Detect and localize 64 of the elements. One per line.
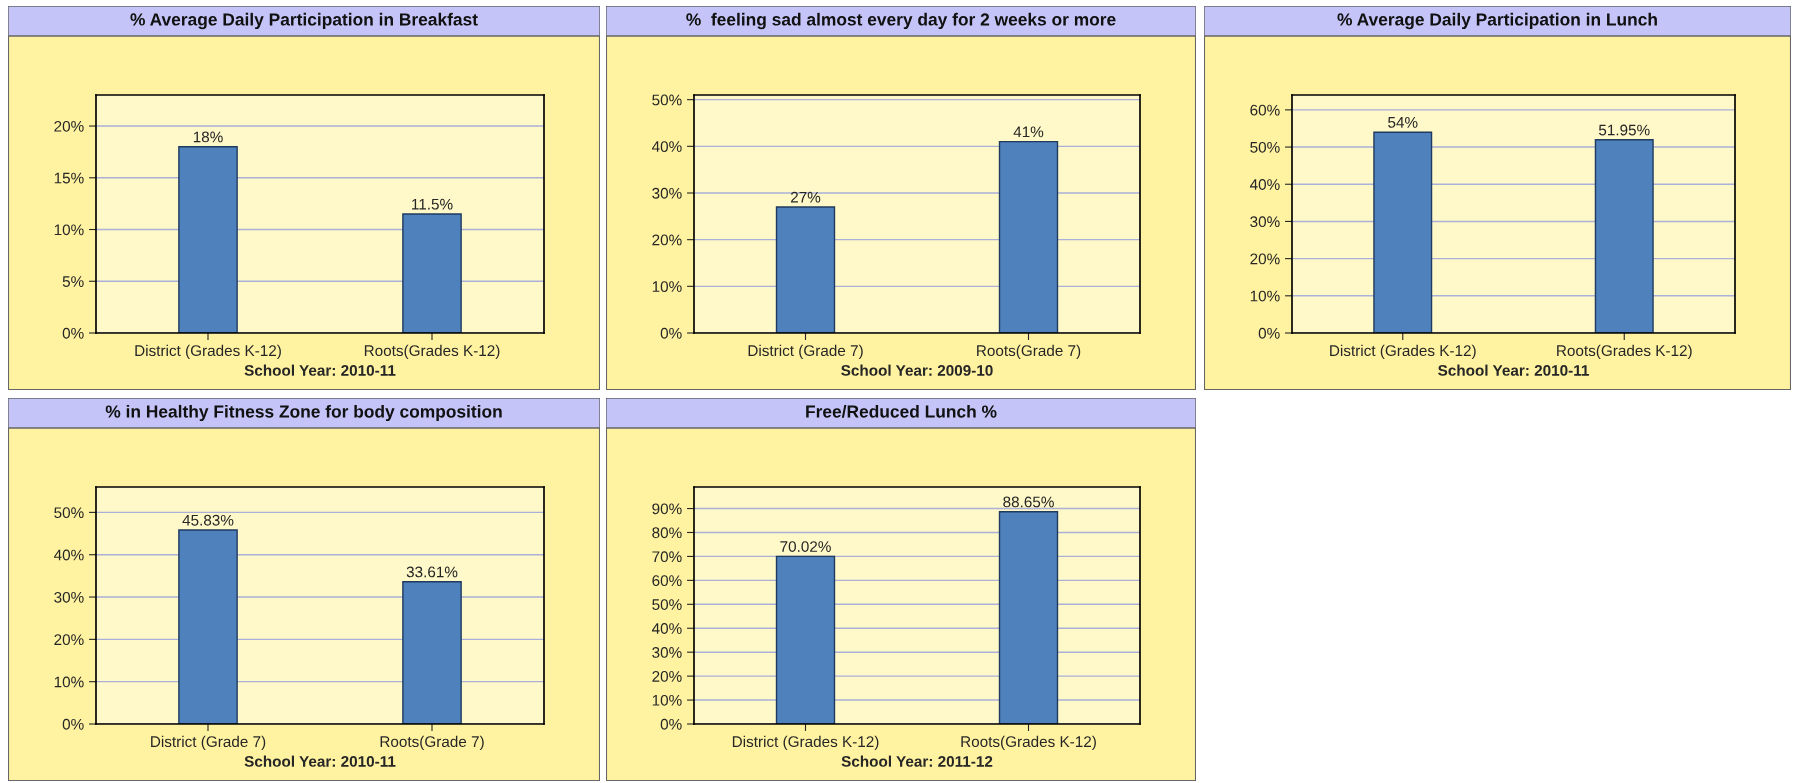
y-tick-label: 50% xyxy=(652,599,682,610)
chart-title: % Average Daily Participation in Breakfast xyxy=(130,12,478,30)
y-tick-label: 40% xyxy=(651,141,682,153)
y-tick-label: 0% xyxy=(62,718,84,730)
y-tick-label: 20% xyxy=(54,634,84,646)
y-tick-label: 30% xyxy=(54,591,84,603)
data-label: 27% xyxy=(790,191,821,203)
y-tick-label: 70% xyxy=(652,551,682,563)
x-tick-label: Roots(Grades K-12) xyxy=(1557,344,1692,360)
x-tick-label: District (Grades K-12) xyxy=(732,735,879,751)
data-label: 11.5% xyxy=(412,198,453,210)
y-tick-label: 30% xyxy=(652,187,682,199)
x-tick-label: District (Grade 7) xyxy=(151,735,266,751)
x-axis-title: School Year: 2010-11 xyxy=(244,755,396,767)
data-label: 18% xyxy=(193,131,223,143)
y-tick-label: 20% xyxy=(652,670,682,682)
data-label: 54% xyxy=(1388,117,1418,128)
x-tick-label: Roots(Grade 7) xyxy=(977,344,1081,360)
y-tick-label: 10% xyxy=(652,281,682,293)
y-tick-label: 10% xyxy=(54,224,84,236)
x-tick-label: Roots(Grades K-12) xyxy=(364,344,500,360)
data-label: 41% xyxy=(1013,126,1044,138)
y-tick-label: 30% xyxy=(1250,216,1280,228)
y-tick-label: 30% xyxy=(652,647,682,658)
x-axis-title: School Year: 2010-11 xyxy=(1438,364,1589,376)
y-tick-label: 50% xyxy=(1250,141,1280,153)
y-tick-label: 60% xyxy=(652,575,682,587)
data-label: 51.95% xyxy=(1598,124,1650,136)
y-tick-label: 0% xyxy=(660,718,682,730)
y-tick-label: 10% xyxy=(1250,290,1280,302)
y-tick-label: 50% xyxy=(652,94,682,106)
y-tick-label: 20% xyxy=(652,234,682,246)
y-tick-label: 10% xyxy=(652,694,682,706)
y-tick-label: 10% xyxy=(54,676,84,688)
y-tick-label: 0% xyxy=(62,327,84,339)
y-tick-label: 15% xyxy=(54,172,84,184)
y-tick-label: 90% xyxy=(652,503,682,515)
y-tick-label: 60% xyxy=(1250,104,1280,116)
y-tick-label: 50% xyxy=(54,507,84,519)
x-tick-label: Roots(Grade 7) xyxy=(380,735,484,751)
data-label: 88.65% xyxy=(1003,496,1054,508)
data-label: 33.61% xyxy=(406,566,458,578)
y-tick-label: 40% xyxy=(1249,179,1280,190)
chart-title: % feeling sad almost every day for 2 weeks or more xyxy=(686,12,1116,30)
y-tick-label: 5% xyxy=(62,276,84,287)
x-tick-label: District (Grade 7) xyxy=(748,344,863,360)
chart-title: % Average Daily Participation in Lunch xyxy=(1337,12,1657,30)
y-tick-label: 80% xyxy=(652,527,682,539)
chart-title: Free/Reduced Lunch % xyxy=(806,404,997,418)
y-tick-label: 20% xyxy=(54,120,84,132)
x-tick-label: District (Grades K-12) xyxy=(135,344,281,360)
y-tick-label: 40% xyxy=(53,549,84,561)
data-label: 45.83% xyxy=(182,514,234,526)
x-tick-label: Roots(Grades K-12) xyxy=(961,735,1096,751)
x-axis-title: School Year: 2010-11 xyxy=(244,364,396,376)
x-axis-title: School Year: 2009-10 xyxy=(841,364,993,376)
chart-title: % in Healthy Fitness Zone for body composition xyxy=(105,404,502,422)
y-tick-label: 40% xyxy=(651,623,682,634)
x-axis-title: School Year: 2011-12 xyxy=(841,755,993,767)
x-tick-label: District (Grades K-12) xyxy=(1330,344,1476,360)
y-tick-label: 0% xyxy=(660,327,682,339)
y-tick-label: 20% xyxy=(1250,253,1280,265)
data-label: 70.02% xyxy=(780,541,831,552)
y-tick-label: 0% xyxy=(1258,327,1280,339)
